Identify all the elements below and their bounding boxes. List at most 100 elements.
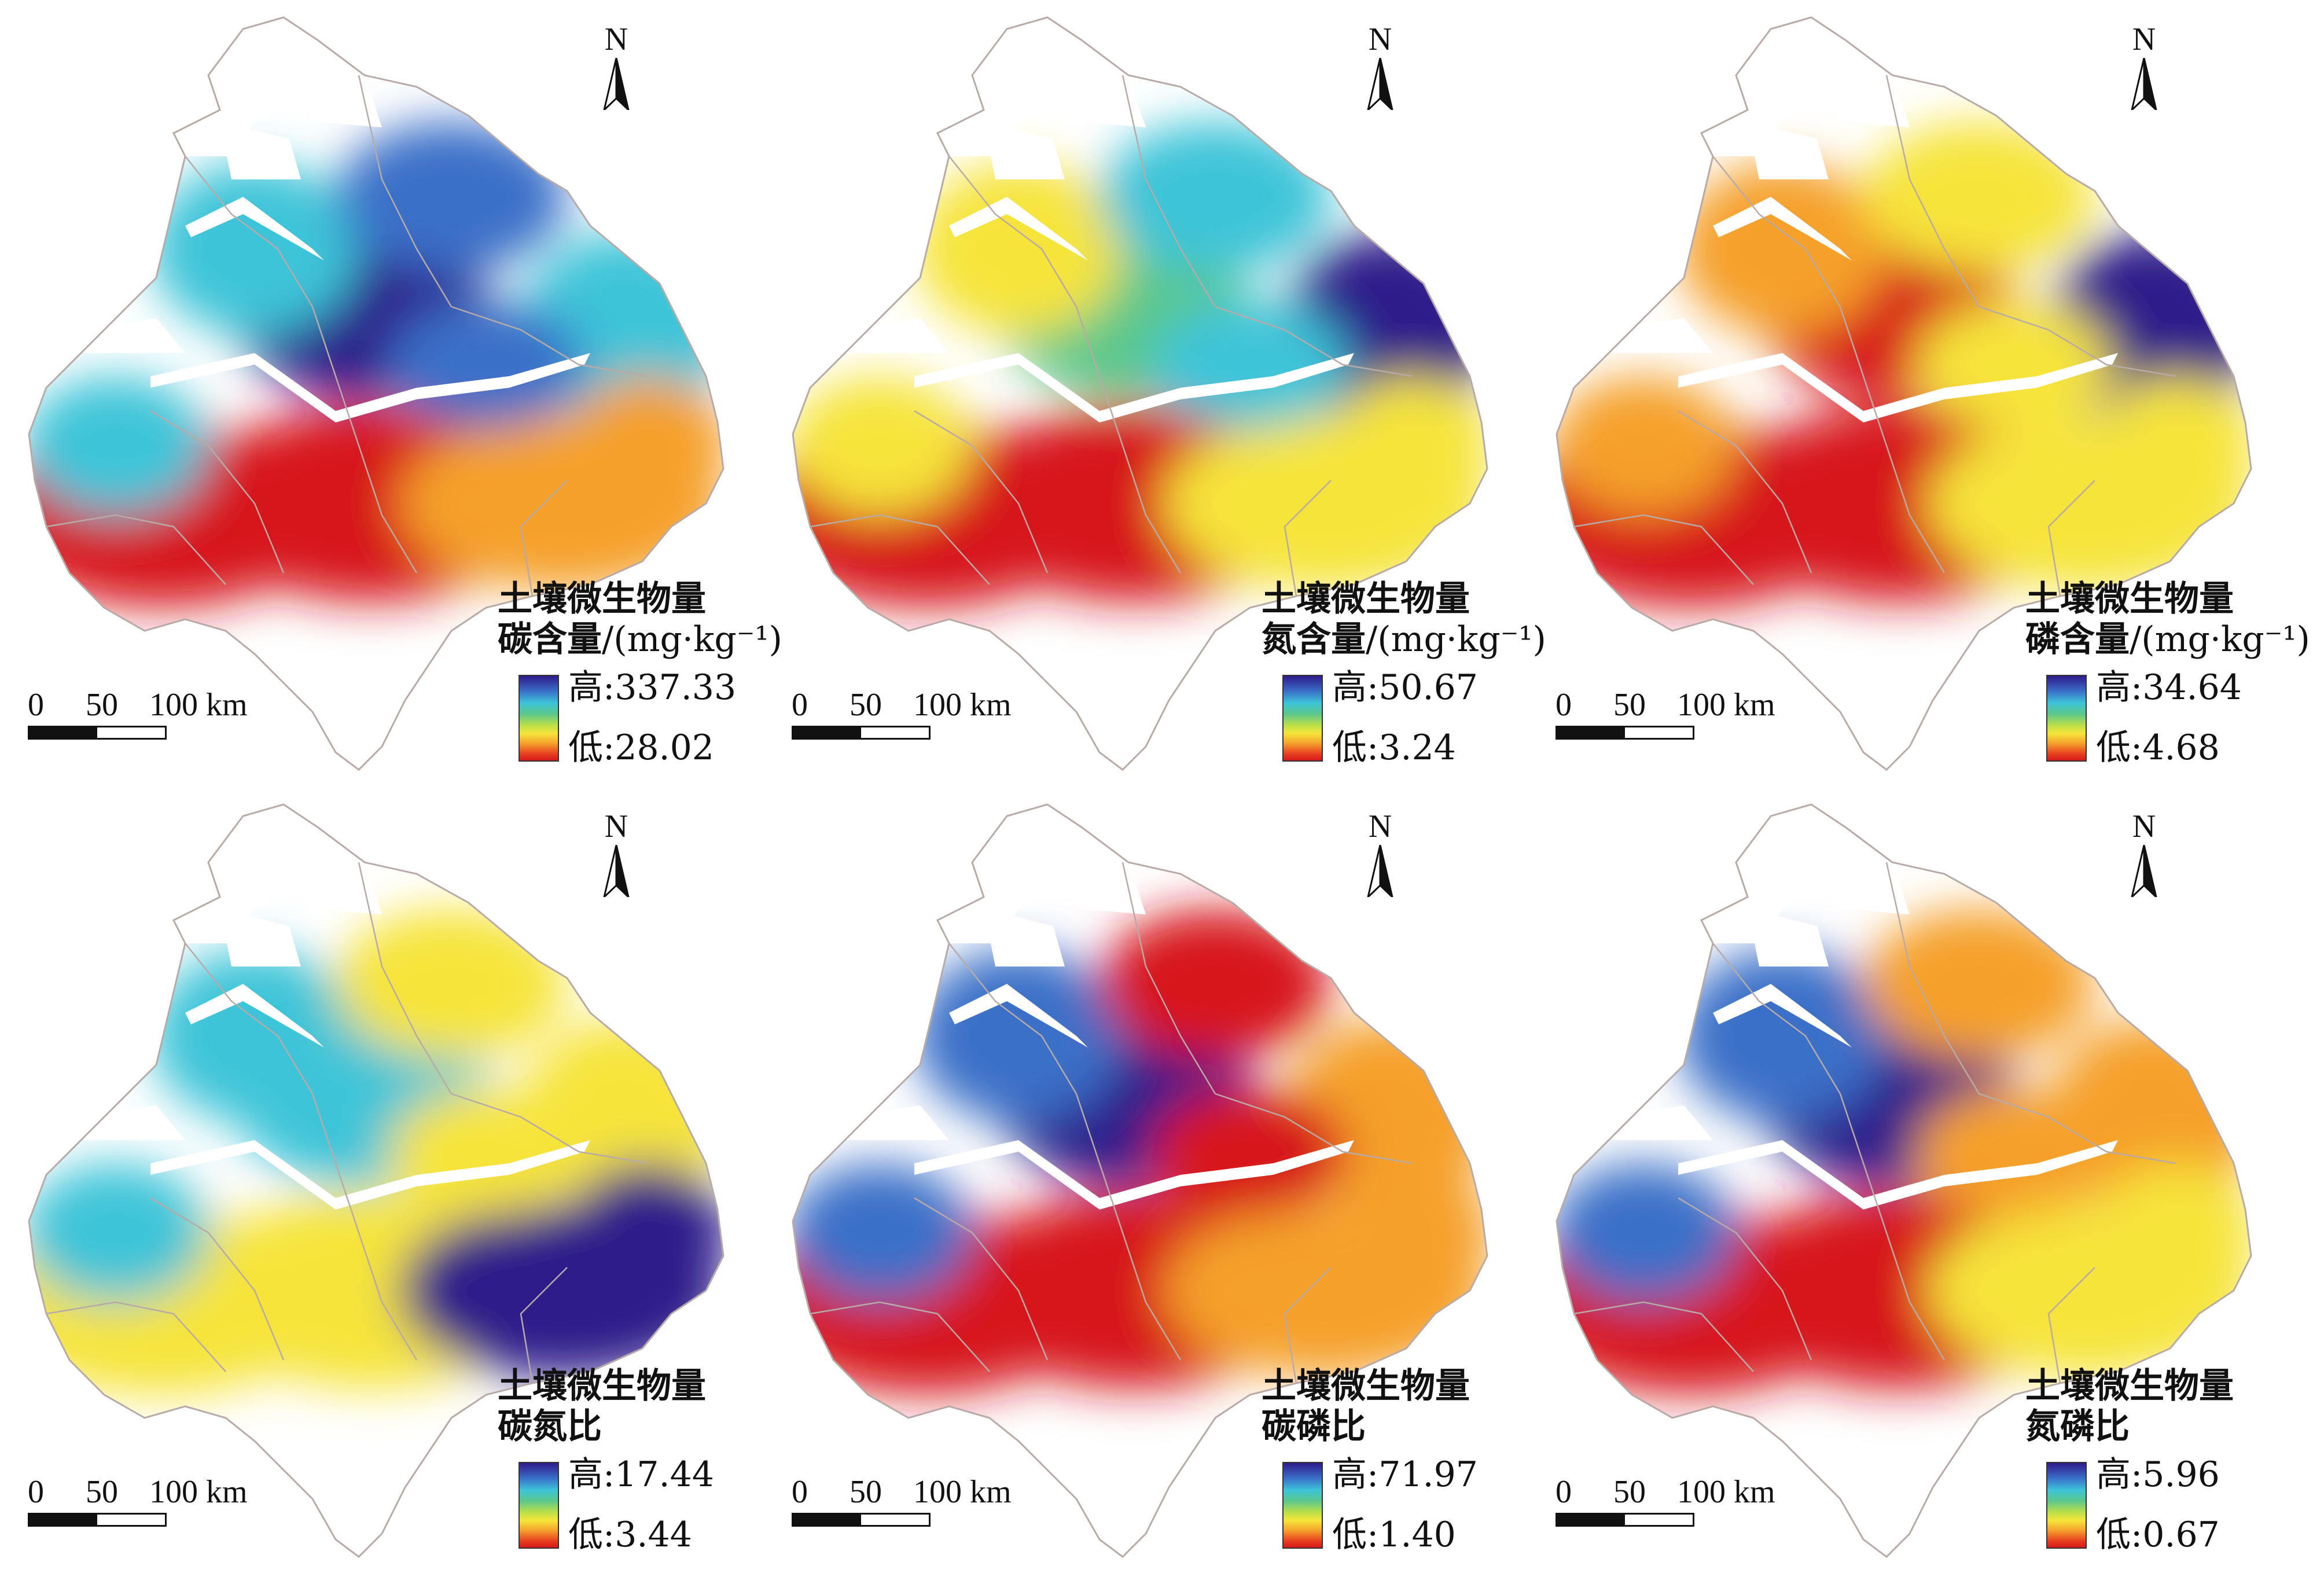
color-ramp bbox=[519, 1462, 559, 1549]
raster-surface bbox=[29, 75, 723, 608]
legend-high-value: 高:34.64 bbox=[2096, 667, 2242, 708]
study-area-map bbox=[28, 803, 725, 1558]
county-boundary-0 bbox=[948, 156, 1078, 307]
north-arrow: N bbox=[590, 23, 642, 110]
legend-high-value: 高:17.44 bbox=[568, 1454, 714, 1495]
north-arrow-icon bbox=[1367, 845, 1393, 897]
county-boundary-6 bbox=[810, 514, 990, 585]
raster-zone-3 bbox=[1557, 376, 1736, 515]
raster-zone-3 bbox=[1557, 1163, 1736, 1302]
legend-low-value: 低:3.44 bbox=[568, 1515, 692, 1555]
no-data-gap-2 bbox=[1609, 318, 1713, 353]
scale-bar: 0 50 100 km bbox=[1556, 689, 1822, 740]
raster-zone-3 bbox=[29, 376, 208, 515]
raster-zone-6 bbox=[1100, 909, 1331, 1059]
north-arrow-icon bbox=[603, 58, 630, 110]
raster-zone-5 bbox=[914, 949, 1123, 1123]
county-boundary-1 bbox=[1885, 75, 1980, 307]
raster-zone-6 bbox=[1863, 909, 2095, 1059]
legend-low-value: 低:4.68 bbox=[2096, 727, 2220, 768]
county-boundary-2 bbox=[1979, 1093, 2176, 1164]
raster-zone-5 bbox=[1678, 949, 1887, 1123]
county-boundary-0 bbox=[948, 943, 1078, 1094]
legend-high-value: 高:5.96 bbox=[2096, 1454, 2220, 1495]
county-boundary-4 bbox=[1678, 1197, 1812, 1361]
legend-title-line1: 土壤微生物量 bbox=[498, 1366, 706, 1406]
county-boundary-2 bbox=[1215, 306, 1413, 377]
study-area-map bbox=[792, 803, 1488, 1558]
no-data-gap-0 bbox=[150, 1140, 590, 1210]
county-boundary-3 bbox=[1839, 1093, 1946, 1361]
legend-title-line2: 氮含量/(mg·kg⁻¹) bbox=[1262, 619, 1546, 660]
raster-zone-5 bbox=[914, 162, 1123, 336]
color-ramp bbox=[519, 675, 559, 762]
scale-label: 100 km bbox=[1677, 1474, 1775, 1510]
unmapped-area bbox=[937, 804, 1100, 943]
county-boundary-4 bbox=[150, 410, 285, 574]
study-area-map bbox=[792, 16, 1488, 771]
no-data-gap-0 bbox=[150, 353, 590, 422]
raster-zone-3 bbox=[793, 1163, 972, 1302]
study-area-boundary bbox=[28, 803, 725, 1558]
study-area-map bbox=[1556, 16, 2252, 771]
legend-variable: 碳氮比 bbox=[498, 1406, 602, 1447]
legend-variable: 氮含量 bbox=[1262, 619, 1366, 660]
scale-label: 0 bbox=[792, 687, 808, 723]
scale-label: 100 km bbox=[149, 687, 248, 723]
scale-label: 50 bbox=[86, 687, 118, 723]
scale-label: 50 bbox=[86, 1474, 118, 1510]
scale-bar: 0 50 100 km bbox=[792, 1476, 1058, 1527]
north-arrow-icon bbox=[2131, 845, 2157, 897]
raster-surface bbox=[793, 862, 1487, 1395]
county-boundary-6 bbox=[1573, 1301, 1754, 1372]
scale-bar-graphic bbox=[28, 726, 167, 740]
county-boundary-0 bbox=[185, 156, 314, 307]
legend-low-value: 低:0.67 bbox=[2096, 1515, 2220, 1555]
north-arrow: N bbox=[1354, 810, 1406, 897]
color-ramp bbox=[2046, 675, 2087, 762]
county-boundary-1 bbox=[1885, 862, 1980, 1094]
legend-variable: 磷含量 bbox=[2025, 619, 2130, 660]
north-arrow: N bbox=[2118, 23, 2170, 110]
north-arrow: N bbox=[1354, 23, 1406, 110]
raster-zone-8 bbox=[1331, 376, 1487, 515]
county-boundary-4 bbox=[1678, 410, 1812, 574]
county-boundary-1 bbox=[1121, 75, 1216, 307]
raster-zone-6 bbox=[336, 122, 567, 272]
north-label: N bbox=[604, 808, 628, 844]
north-label: N bbox=[2132, 21, 2156, 57]
color-ramp bbox=[2046, 1462, 2087, 1549]
county-boundary-5 bbox=[520, 480, 568, 597]
study-area-boundary bbox=[792, 16, 1488, 771]
study-area-boundary bbox=[1556, 803, 2252, 1558]
north-label: N bbox=[604, 21, 628, 57]
study-area-boundary bbox=[28, 16, 725, 771]
county-boundary-6 bbox=[810, 1301, 990, 1372]
no-data-gap-2 bbox=[81, 1105, 185, 1140]
raster-surface bbox=[29, 862, 723, 1395]
scale-bar: 0 50 100 km bbox=[28, 1476, 294, 1527]
unmapped-area bbox=[1701, 17, 1863, 156]
scale-label: 100 km bbox=[913, 687, 1012, 723]
county-boundary-3 bbox=[1839, 306, 1946, 574]
county-boundary-2 bbox=[451, 1093, 649, 1164]
no-data-gap-0 bbox=[914, 1140, 1354, 1210]
county-boundary-1 bbox=[358, 862, 453, 1094]
map-panel-cn-ratio: N 0 50 100 km 土壤微生物量 碳氮比 高:17.44 低:3.44 bbox=[12, 793, 775, 1568]
scale-label: 50 bbox=[850, 1474, 882, 1510]
county-boundary-5 bbox=[2047, 480, 2095, 597]
county-boundary-2 bbox=[451, 306, 649, 377]
no-data-gap-1 bbox=[1713, 984, 1852, 1048]
county-boundary-6 bbox=[46, 1301, 226, 1372]
north-label: N bbox=[2132, 808, 2156, 844]
county-boundary-5 bbox=[1284, 480, 1332, 597]
scale-label: 100 km bbox=[1677, 687, 1775, 723]
legend: 土壤微生物量 碳磷比 高:71.97 低:1.40 bbox=[1262, 1366, 1478, 1552]
county-boundary-4 bbox=[150, 1197, 285, 1361]
legend-unit: /(mg·kg⁻¹) bbox=[602, 619, 782, 660]
scale-label: 100 km bbox=[149, 1474, 248, 1510]
county-boundary-3 bbox=[1075, 1093, 1182, 1361]
raster-zone-3 bbox=[793, 376, 972, 515]
raster-zone-6 bbox=[1100, 122, 1331, 272]
